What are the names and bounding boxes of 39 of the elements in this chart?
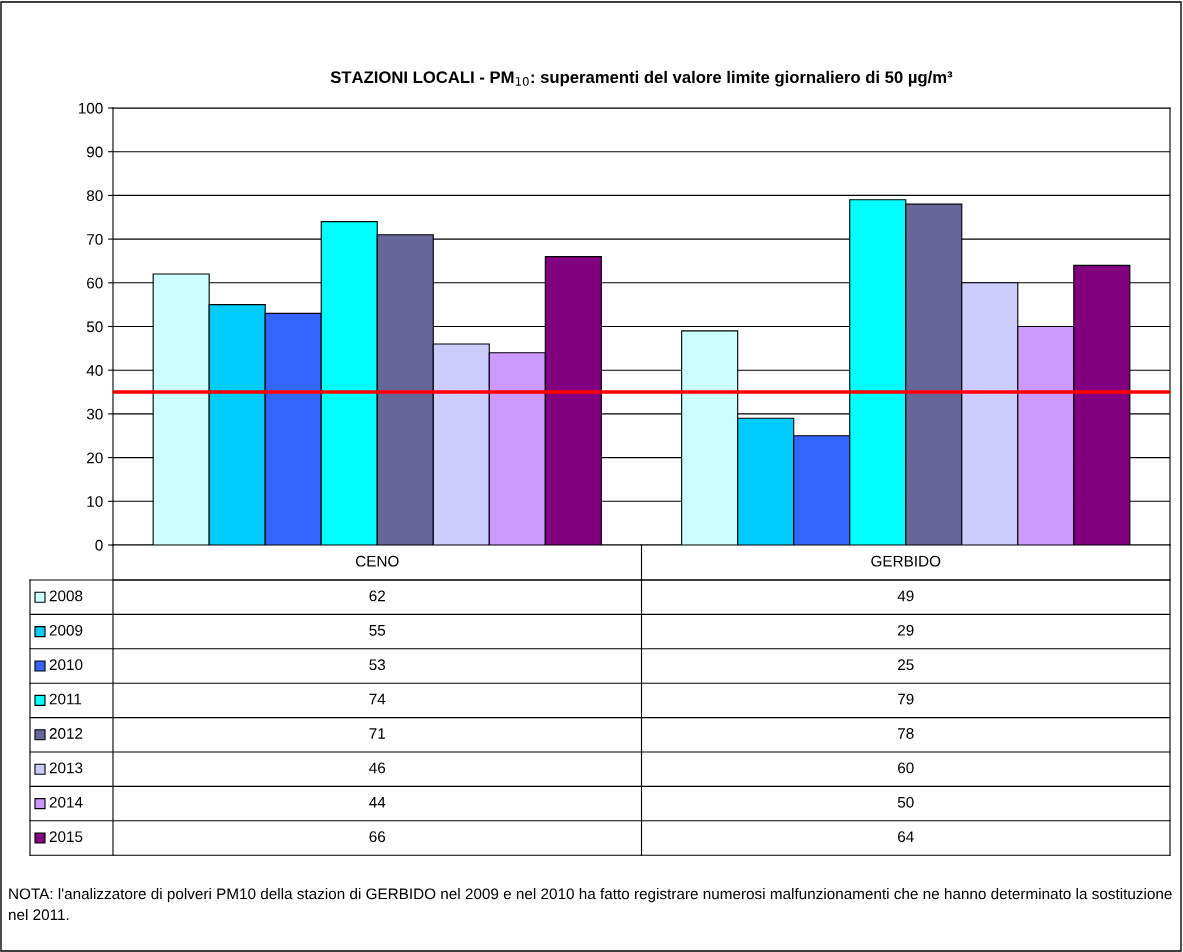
y-tick-label: 30 bbox=[86, 408, 103, 420]
y-tick-label: 40 bbox=[86, 365, 103, 376]
x-tick-label: GERBIDO bbox=[871, 555, 941, 567]
data-label: 66 bbox=[369, 831, 386, 843]
legend-label: 2012 bbox=[49, 728, 83, 739]
data-label: 79 bbox=[898, 693, 914, 705]
data-label: 78 bbox=[898, 728, 914, 739]
y-tick-label: 70 bbox=[87, 233, 103, 245]
y-tick-label: 20 bbox=[87, 452, 103, 464]
legend-label: 2009 bbox=[49, 624, 83, 636]
legend-label: 2014 bbox=[49, 796, 83, 808]
data-label: 25 bbox=[898, 659, 914, 671]
y-tick-label: 100 bbox=[78, 102, 103, 114]
y-tick-label: 10 bbox=[87, 496, 103, 507]
data-label: 44 bbox=[369, 797, 386, 808]
data-label: 53 bbox=[369, 659, 386, 671]
data-label: 46 bbox=[369, 762, 386, 774]
data-label: 64 bbox=[898, 831, 914, 843]
legend-label: 2008 bbox=[49, 590, 83, 602]
y-tick-label: 50 bbox=[86, 321, 103, 333]
data-label: 29 bbox=[898, 624, 914, 636]
data-label: 55 bbox=[369, 625, 386, 636]
data-label: 62 bbox=[369, 590, 385, 602]
legend-label: 2013 bbox=[49, 762, 83, 774]
chart-title: STAZIONI LOCALI - PM$_{10}$: superamenti del valore limite giornaliero di 50 µg/m³ bbox=[330, 70, 953, 87]
legend-label: 2015 bbox=[49, 831, 83, 843]
legend-label: 2010 bbox=[49, 659, 83, 671]
y-tick-label: 80 bbox=[86, 190, 103, 202]
text: NOTA: l'analizzatore di polveri PM10 della stazion di GERBIDO nel 2009 e nel 2010 ha fatto registrare numerosi malfunzionamenti che ne hanno determinato la sostituzione nel 2011. bbox=[9, 888, 1172, 921]
x-tick-label: CENO bbox=[355, 555, 399, 567]
y-tick-label: 90 bbox=[87, 146, 103, 158]
data-label: 71 bbox=[369, 728, 385, 739]
data-label: 60 bbox=[898, 762, 914, 774]
data-label: 49 bbox=[897, 590, 914, 602]
data-label: 74 bbox=[369, 693, 386, 705]
data-label: 50 bbox=[897, 796, 914, 808]
y-tick-label: 60 bbox=[87, 277, 103, 289]
y-tick-label: 0 bbox=[95, 539, 103, 551]
legend-label: 2011 bbox=[49, 693, 82, 705]
